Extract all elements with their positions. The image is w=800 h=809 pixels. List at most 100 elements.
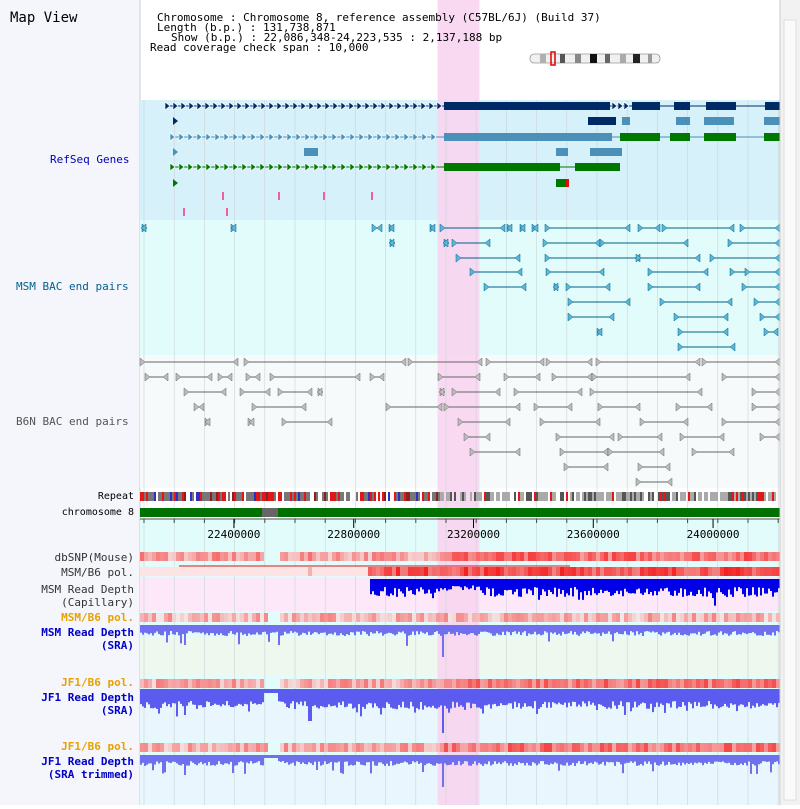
repeat-element xyxy=(540,492,542,501)
polymorphism-cell xyxy=(584,552,588,561)
read-depth-bar xyxy=(654,579,656,592)
read-depth-bar xyxy=(170,755,172,764)
repeat-element xyxy=(546,492,548,501)
read-depth-tracks[interactable] xyxy=(140,579,780,787)
polymorphism-cell xyxy=(656,679,660,688)
polymorphism-cell xyxy=(404,552,408,561)
gene-exon-arrow xyxy=(187,162,194,172)
chromosome-bar[interactable] xyxy=(140,508,780,517)
read-depth-bar xyxy=(214,689,216,704)
polymorphism-cell xyxy=(212,567,216,576)
read-depth-bar xyxy=(530,579,532,591)
polymorphism-cell xyxy=(752,679,756,688)
read-depth-bar xyxy=(372,689,374,708)
read-depth-bar xyxy=(364,755,366,766)
read-depth-bar xyxy=(324,689,326,708)
read-depth-bar xyxy=(430,625,432,636)
read-depth-bar xyxy=(402,755,404,763)
gene-exon-arrow xyxy=(340,101,347,111)
read-depth-bar xyxy=(528,755,530,766)
polymorphism-cell xyxy=(340,743,344,752)
polymorphism-cell xyxy=(212,552,216,561)
polymorphism-cell xyxy=(536,743,540,752)
read-depth-bar xyxy=(656,625,658,633)
refseq-genes-track[interactable] xyxy=(164,101,780,567)
read-depth-bar xyxy=(642,755,644,766)
repeat-element xyxy=(448,492,450,501)
repeat-element xyxy=(424,492,426,501)
repeat-element xyxy=(632,492,634,501)
read-depth-bar xyxy=(422,625,424,633)
read-depth-bar xyxy=(772,579,774,597)
bac-end-marker xyxy=(385,402,392,412)
b6n-bac-end-pairs-track[interactable] xyxy=(139,357,781,487)
repeat-element xyxy=(410,492,412,501)
polymorphism-cell xyxy=(472,567,476,576)
read-depth-bar xyxy=(768,689,770,704)
repeat-element xyxy=(314,492,316,501)
bac-end-marker xyxy=(539,417,546,427)
polymorphism-cell xyxy=(492,613,496,622)
read-depth-bar xyxy=(270,625,272,633)
read-depth-bar xyxy=(376,755,378,766)
read-depth-bar xyxy=(534,579,536,588)
read-depth-bar xyxy=(560,625,562,636)
repeat-element xyxy=(554,492,556,501)
bac-end-marker xyxy=(545,267,552,277)
repeat-track[interactable] xyxy=(140,492,776,501)
polymorphism-cell xyxy=(644,743,648,752)
read-depth-bar xyxy=(718,579,720,589)
polymorphism-cell xyxy=(280,613,284,622)
polymorphism-cell xyxy=(184,552,188,561)
read-depth-bar xyxy=(472,689,474,704)
polymorphism-cell xyxy=(236,567,240,576)
read-depth-bar xyxy=(732,579,734,597)
polymorphism-cell xyxy=(776,679,780,688)
polymorphism-cell xyxy=(756,679,760,688)
read-depth-bar xyxy=(568,579,570,596)
read-depth-bar xyxy=(558,625,560,634)
polymorphism-cell xyxy=(604,567,608,576)
polymorphism-cell xyxy=(464,613,468,622)
polymorphism-cell xyxy=(344,552,348,561)
polymorphism-cell xyxy=(612,613,616,622)
polymorphism-cell xyxy=(600,679,604,688)
polymorphism-cell xyxy=(728,567,732,576)
bac-end-marker xyxy=(596,327,603,337)
read-depth-bar xyxy=(456,755,458,765)
polymorphism-cell xyxy=(528,613,532,622)
read-depth-bar xyxy=(764,625,766,632)
read-depth-bar xyxy=(584,689,586,704)
polymorphism-cell xyxy=(508,613,512,622)
polymorphism-tracks[interactable] xyxy=(140,552,780,752)
gene-exon-arrow xyxy=(304,132,311,142)
read-depth-bar xyxy=(626,625,628,635)
read-depth-bar xyxy=(328,689,330,705)
read-depth-bar xyxy=(634,625,636,636)
vertical-scrollbar[interactable] xyxy=(783,19,797,801)
read-depth-bar xyxy=(414,625,416,636)
read-depth-bar xyxy=(602,625,604,633)
read-depth-bar xyxy=(386,579,388,596)
polymorphism-cell xyxy=(676,679,680,688)
bac-end-marker xyxy=(499,223,506,233)
read-depth-bar xyxy=(690,689,692,704)
chromosome-ideogram[interactable] xyxy=(529,51,661,66)
polymorphism-cell xyxy=(588,567,592,576)
polymorphism-cell xyxy=(440,567,444,576)
read-depth-bar xyxy=(312,625,314,634)
read-depth-bar xyxy=(296,755,298,762)
read-depth-bar xyxy=(146,625,148,634)
gene-exon-arrow xyxy=(404,101,411,111)
bac-end-marker xyxy=(635,253,642,263)
read-depth-bar xyxy=(702,689,704,707)
gene-block xyxy=(632,133,660,141)
repeat-element xyxy=(242,492,244,501)
read-depth-bar xyxy=(414,755,416,763)
read-depth-bar xyxy=(410,625,412,635)
msm-bac-end-pairs-track[interactable] xyxy=(140,223,781,352)
read-depth-bar xyxy=(144,755,146,766)
read-depth-bar xyxy=(356,625,358,632)
polymorphism-cell xyxy=(244,743,248,752)
